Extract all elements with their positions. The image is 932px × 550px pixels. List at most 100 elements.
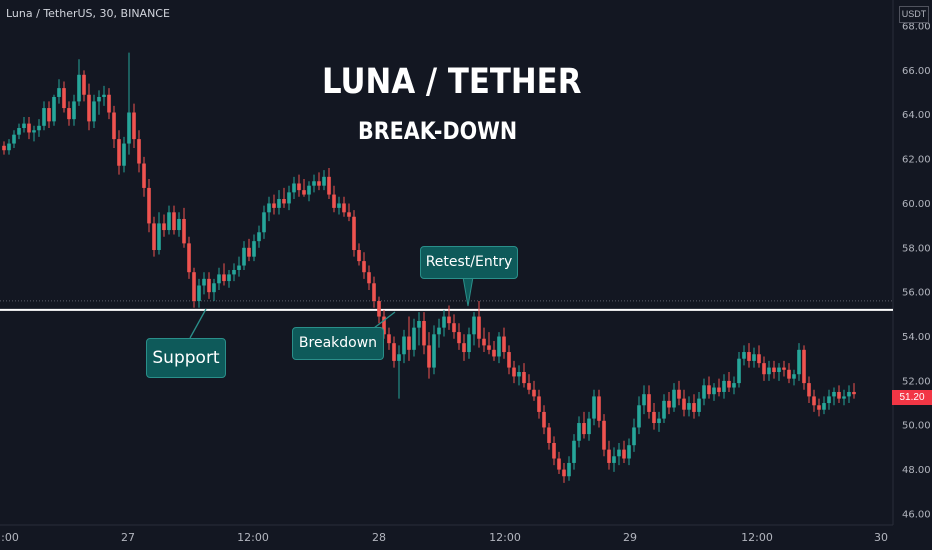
chart-subtitle: BREAK-DOWN	[358, 117, 518, 145]
candle-body	[737, 358, 741, 384]
candle-body	[12, 134, 16, 144]
candle-body	[217, 274, 221, 284]
price-tick-label: 60.00	[902, 199, 931, 210]
candle-body	[392, 343, 396, 361]
candle-body	[852, 391, 856, 395]
price-tick-label: 64.00	[902, 110, 931, 121]
candle-body	[782, 367, 786, 370]
candle-body	[402, 336, 406, 355]
candle-body	[122, 143, 126, 166]
candle-body	[587, 418, 591, 435]
candle-body	[307, 185, 311, 195]
candle-body	[112, 112, 116, 140]
candle-body	[62, 88, 66, 109]
candle-body	[662, 400, 666, 419]
candle-body	[827, 396, 831, 404]
candle-body	[322, 176, 326, 186]
candle-body	[102, 94, 106, 97]
candle-body	[612, 456, 616, 463]
time-tick-label: 12:00	[0, 531, 19, 544]
candle-body	[172, 212, 176, 231]
candle-body	[347, 212, 351, 217]
candle-body	[352, 216, 356, 251]
candle-body	[77, 74, 81, 102]
candle-body	[487, 345, 491, 350]
candle-body	[562, 469, 566, 477]
candle-body	[22, 123, 26, 129]
candle-body	[677, 389, 681, 399]
candle-body	[292, 183, 296, 193]
candle-body	[522, 372, 526, 384]
candle-body	[692, 403, 696, 412]
price-tick-label: 66.00	[902, 66, 931, 77]
time-tick-label: 30	[874, 531, 888, 544]
candle-body	[407, 336, 411, 350]
candle-body	[517, 372, 521, 377]
candle-body	[712, 387, 716, 395]
candle-body	[187, 243, 191, 273]
symbol-info: Luna / TetherUS, 30, BINANCE	[6, 7, 170, 20]
candle-body	[132, 112, 136, 140]
candle-body	[372, 283, 376, 302]
candle-body	[837, 391, 841, 399]
candle-body	[342, 203, 346, 213]
retest-pointer	[462, 276, 474, 307]
candle-body	[757, 354, 761, 364]
price-tick-label: 62.00	[902, 155, 931, 166]
candle-body	[247, 247, 251, 257]
candle-body	[567, 462, 571, 477]
candle-body	[237, 265, 241, 270]
price-tick-label: 48.00	[902, 465, 931, 476]
candle-body	[97, 96, 101, 102]
candle-body	[622, 449, 626, 459]
candle-body	[242, 247, 246, 266]
candle-body	[457, 332, 461, 344]
candle-body	[707, 385, 711, 395]
candle-body	[657, 418, 661, 424]
candle-body	[507, 352, 511, 368]
candle-body	[127, 112, 131, 144]
candle-body	[672, 389, 676, 408]
candle-body	[832, 391, 836, 397]
time-tick-label: 12:00	[489, 531, 521, 544]
candle-body	[367, 272, 371, 284]
candle-body	[512, 367, 516, 377]
candle-body	[527, 383, 531, 390]
candle-body	[467, 334, 471, 353]
candle-body	[27, 123, 31, 133]
candle-body	[207, 278, 211, 293]
candle-body	[552, 442, 556, 459]
candle-body	[532, 389, 536, 397]
candle-body	[492, 349, 496, 357]
candle-body	[747, 352, 751, 361]
time-tick-label: 12:00	[237, 531, 269, 544]
candle-body	[117, 139, 121, 166]
currency-unit-label[interactable]: USDT	[899, 6, 929, 23]
candle-body	[162, 223, 166, 231]
candle-body	[807, 383, 811, 397]
price-tick-label: 50.00	[902, 421, 931, 432]
candle-body	[767, 367, 771, 375]
candle-body	[317, 181, 321, 186]
price-tick-label: 68.00	[902, 22, 931, 33]
candle-body	[177, 218, 181, 231]
candle-body	[52, 96, 56, 122]
candle-body	[652, 411, 656, 424]
candle-body	[752, 354, 756, 361]
candle-body	[637, 405, 641, 428]
chart-title: LUNA / TETHER	[322, 62, 582, 102]
candle-body	[802, 349, 806, 384]
candle-body	[482, 338, 486, 346]
candle-body	[252, 241, 256, 257]
price-tick-label: 56.00	[902, 288, 931, 299]
candle-body	[152, 223, 156, 251]
support-pointer	[189, 308, 207, 339]
candle-body	[357, 250, 361, 262]
price-tick-label: 46.00	[902, 509, 931, 520]
candle-body	[777, 367, 781, 373]
candle-body	[87, 94, 91, 122]
candle-body	[572, 440, 576, 463]
candle-body	[472, 316, 476, 335]
time-tick-label: 29	[623, 531, 637, 544]
